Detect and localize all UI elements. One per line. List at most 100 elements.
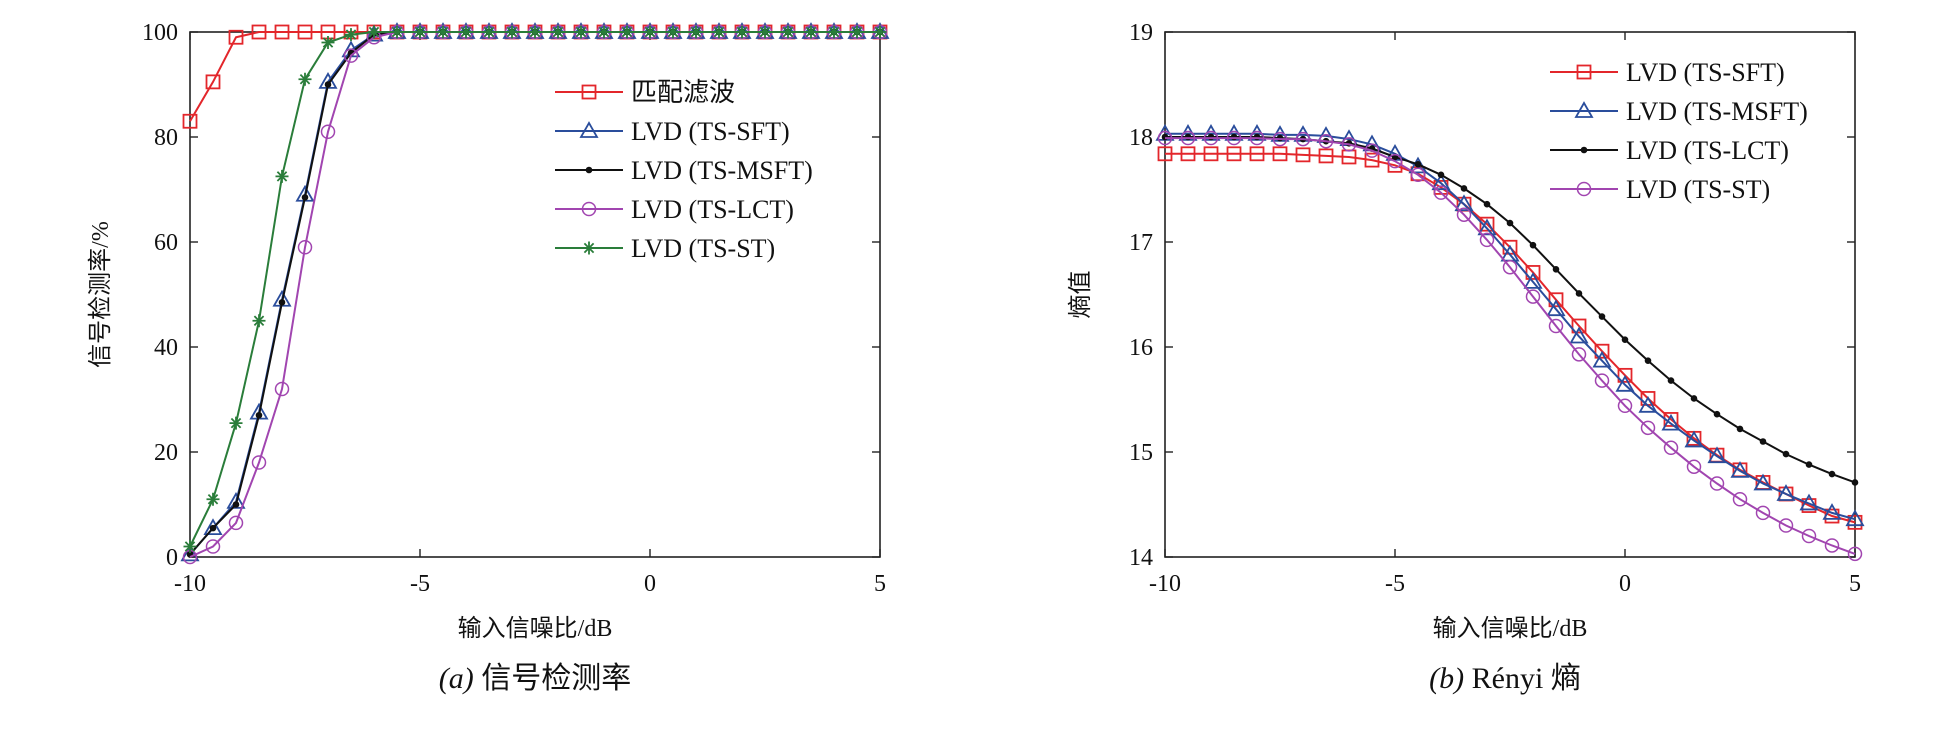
chart-b-legend-marker: [1574, 101, 1594, 118]
chart-a-data-point: [413, 25, 427, 39]
chart-b-data-point: [1594, 373, 1610, 388]
chart-a-legend-entry: LVD (TS-SFT): [555, 117, 790, 146]
chart-a-y-tick-label: 40: [154, 335, 178, 361]
chart-b-legend-entry: LVD (TS-MSFT): [1550, 97, 1808, 126]
chart-b-data-point: [1548, 292, 1564, 308]
chart-b-data-point: [1180, 146, 1196, 162]
chart-b-y-tick-label: 16: [1129, 335, 1153, 361]
chart-b-data-point: [1640, 420, 1656, 436]
chart-a-data-point: [252, 314, 266, 328]
chart-a-data-point: [229, 416, 243, 430]
chart-b-data-point: [1707, 446, 1727, 464]
chart-b-data-point: [1686, 459, 1702, 474]
chart-b-data-point: [1479, 216, 1495, 232]
chart-b-series-3: [1157, 130, 1863, 562]
chart-b-data-point: [1684, 430, 1704, 448]
chart-a-data-point: [274, 381, 290, 397]
chart-b-legend-marker: [1576, 181, 1592, 197]
chart-b-data-point: [1621, 336, 1629, 343]
chart-b-y-tick-label: 15: [1129, 440, 1153, 466]
chart-b-data-point: [1776, 484, 1796, 501]
chart-b-data-point: [1295, 147, 1311, 163]
chart-a-legend-label: LVD (TS-SFT): [631, 117, 790, 146]
chart-b-data-point: [1847, 546, 1863, 562]
chart-b-data-point: [1157, 146, 1173, 162]
chart-b-data-point: [1575, 290, 1583, 297]
chart-a-y-tick-label: 20: [154, 440, 178, 466]
chart-b-data-point: [1410, 167, 1426, 183]
chart-b-data-point: [1295, 131, 1311, 147]
chart-b-data-point: [1667, 377, 1675, 384]
chart-a-data-point: [597, 25, 611, 39]
chart-a-data-point: [274, 24, 290, 40]
chart-b-data-point: [1552, 266, 1560, 273]
chart-a-legend-entry: LVD (TS-MSFT): [555, 156, 813, 185]
chart-b-data-point: [1755, 505, 1771, 521]
chart-a-data-point: [459, 25, 473, 39]
chart-a-data-point: [278, 299, 286, 306]
chart-b-data-point: [1753, 473, 1773, 491]
chart-b-data-point: [1431, 173, 1451, 191]
chart-b-data-point: [1460, 185, 1468, 192]
chart-b-legend-label: LVD (TS-SFT): [1626, 58, 1785, 87]
chart-b-data-point: [1690, 395, 1698, 402]
chart-b-data-point: [1730, 461, 1750, 478]
chart-b-data-point: [1272, 131, 1288, 147]
chart-a-data-point: [528, 25, 542, 39]
chart-a-data-point: [275, 169, 289, 183]
chart-b-data-point: [1546, 299, 1566, 317]
chart-a-data-point: [758, 25, 772, 39]
chart-a-y-tick-label: 60: [154, 230, 178, 256]
chart-a-data-point: [367, 25, 381, 39]
chart-a-data-point: [482, 25, 496, 39]
chart-a-y-tick-label: 80: [154, 125, 178, 151]
chart-b-data-point: [1433, 185, 1449, 200]
chart-b-x-tick-label: 0: [1619, 571, 1631, 597]
chart-a-legend-label: 匹配滤波: [631, 78, 735, 107]
chart-b-legend-entry: LVD (TS-ST): [1550, 175, 1770, 204]
chart-b-data-point: [1341, 137, 1357, 152]
chart-b-legend-marker: [1576, 64, 1592, 80]
chart-b-x-tick-label: -10: [1149, 571, 1181, 597]
chart-a-x-axis-label: 输入信噪比/dB: [458, 615, 613, 642]
chart-a-data-point: [781, 25, 795, 39]
chart-b-data-point: [1506, 219, 1514, 227]
chart-b-data-point: [1180, 130, 1196, 146]
chart-a-series-4: [183, 25, 887, 553]
chart-a-data-point: [297, 24, 313, 40]
chart-b-data-point: [1203, 130, 1219, 146]
chart-a-data-point: [666, 25, 680, 39]
chart-a-data-point: [226, 492, 246, 509]
chart-a-data-point: [205, 539, 221, 554]
chart-b-data-point: [1318, 148, 1334, 164]
chart-a-x-tick-label: -10: [174, 571, 206, 597]
chart-b-data-point: [1709, 476, 1725, 491]
chart-a-data-point: [251, 455, 267, 470]
chart-b-caption-prefix: (b): [1429, 662, 1471, 695]
chart-b-data-point: [1592, 350, 1612, 368]
chart-a-y-tick-label: 100: [142, 20, 178, 46]
chart-b-legend-entry: LVD (TS-LCT): [1550, 136, 1789, 165]
chart-a-x-tick-label: -5: [410, 571, 430, 597]
chart-b-data-point: [1778, 518, 1794, 533]
chart-b-y-tick-label: 14: [1129, 545, 1153, 571]
chart-a-data-point: [390, 25, 404, 39]
chart-b-data-point: [1226, 146, 1242, 162]
chart-b-data-point: [1617, 367, 1633, 383]
chart-b-data-point: [1525, 265, 1541, 280]
chart-a-x-tick-label: 5: [874, 571, 886, 597]
chart-b-legend-entry: LVD (TS-SFT): [1550, 58, 1785, 87]
chart-a-data-point: [298, 72, 312, 86]
chart-b-data-point: [1479, 232, 1495, 248]
chart-a-legend-label: LVD (TS-MSFT): [631, 156, 813, 185]
chart-a-data-point: [505, 25, 519, 39]
chart-a-data-point: [551, 25, 565, 39]
chart-b-legend-marker: [1580, 146, 1588, 154]
chart-b-data-point: [1203, 146, 1219, 162]
chart-b-caption-text: Rényi 熵: [1472, 662, 1581, 695]
chart-b-y-tick-label: 18: [1129, 125, 1153, 151]
chart-b-y-axis-label: 熵值: [1067, 271, 1094, 319]
chart-b-data-point: [1759, 438, 1767, 445]
chart-b-data-point: [1799, 493, 1819, 511]
